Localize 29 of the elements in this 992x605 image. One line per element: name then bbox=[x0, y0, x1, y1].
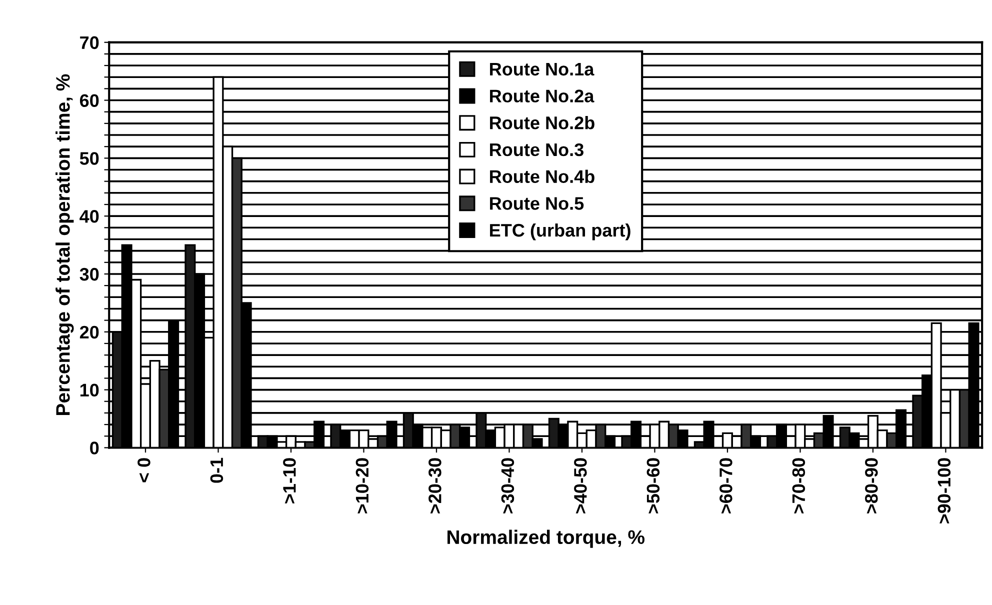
y-tick-label: 40 bbox=[80, 210, 99, 223]
y-tick-label: 0 bbox=[90, 442, 99, 454]
x-tick-label: >90-100 bbox=[938, 458, 951, 524]
y-axis-title: Percentage of total operation time, % bbox=[56, 74, 74, 415]
x-tick-label: >50-60 bbox=[646, 458, 660, 514]
legend-label: Route No.1a bbox=[490, 62, 594, 76]
x-tick-label: >30-40 bbox=[501, 458, 514, 514]
legend-label: Route No.2b bbox=[490, 116, 594, 130]
legend-label: Route No.4b bbox=[490, 170, 594, 183]
legend-label: Route No.5 bbox=[490, 197, 584, 210]
x-tick-label: < 0 bbox=[138, 458, 150, 482]
x-tick-label: >70-80 bbox=[792, 458, 806, 514]
x-tick-label: >20-30 bbox=[428, 458, 442, 514]
y-tick-label: 10 bbox=[80, 384, 99, 397]
legend-label: Route No.3 bbox=[490, 143, 584, 156]
y-tick-label: 50 bbox=[80, 152, 99, 165]
x-tick-label: >80-90 bbox=[865, 458, 878, 514]
x-tick-label: 0-1 bbox=[210, 458, 224, 483]
y-tick-label: 30 bbox=[80, 268, 99, 281]
legend-label: ETC (urban part) bbox=[490, 223, 630, 240]
x-tick-label: >60-70 bbox=[720, 458, 732, 514]
x-tick-label: >10-20 bbox=[356, 458, 369, 514]
x-axis-title: Normalized torque, % bbox=[448, 530, 644, 548]
y-tick-label: 60 bbox=[80, 94, 99, 107]
y-tick-label: 20 bbox=[80, 326, 99, 339]
x-tick-label: >40-50 bbox=[574, 458, 587, 514]
x-tick-label: >1-10 bbox=[283, 458, 296, 504]
y-tick-label: 70 bbox=[80, 36, 99, 50]
legend-label: Route No.2a bbox=[490, 90, 594, 102]
